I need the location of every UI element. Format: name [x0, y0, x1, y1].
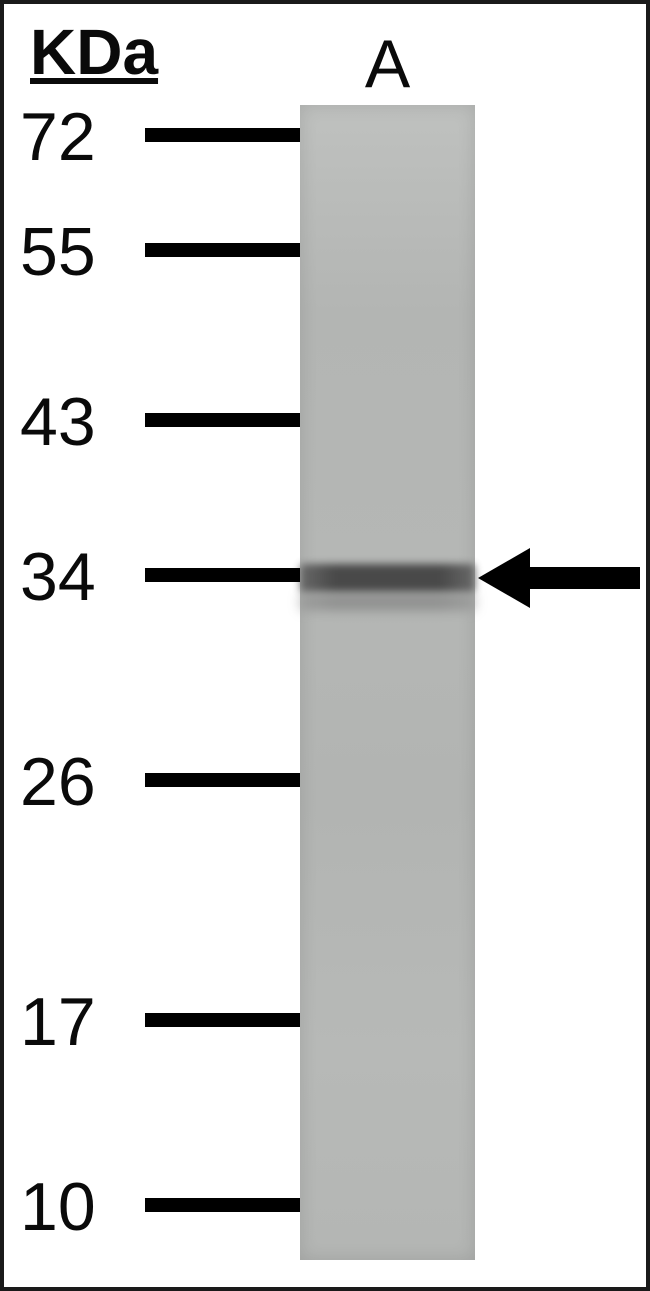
- protein-band-1: [300, 594, 475, 610]
- protein-band-0: [300, 564, 475, 592]
- mw-tick-55: [145, 243, 300, 257]
- mw-tick-43: [145, 413, 300, 427]
- mw-label-10: 10: [20, 1168, 96, 1246]
- mw-label-72: 72: [20, 98, 96, 176]
- mw-label-43: 43: [20, 383, 96, 461]
- mw-tick-17: [145, 1013, 300, 1027]
- mw-tick-72: [145, 128, 300, 142]
- mw-tick-26: [145, 773, 300, 787]
- mw-label-17: 17: [20, 983, 96, 1061]
- lane-label: A: [300, 25, 475, 103]
- mw-tick-34: [145, 568, 300, 582]
- western-blot-figure: KDa A 72 55 43 34 26 17 10: [0, 0, 650, 1291]
- band-arrow-head: [478, 548, 530, 608]
- band-arrow-shaft: [530, 567, 640, 589]
- mw-label-55: 55: [20, 213, 96, 291]
- mw-label-34: 34: [20, 538, 96, 616]
- mw-tick-10: [145, 1198, 300, 1212]
- blot-lane: [300, 105, 475, 1260]
- axis-label-kda: KDa: [30, 15, 158, 89]
- mw-label-26: 26: [20, 743, 96, 821]
